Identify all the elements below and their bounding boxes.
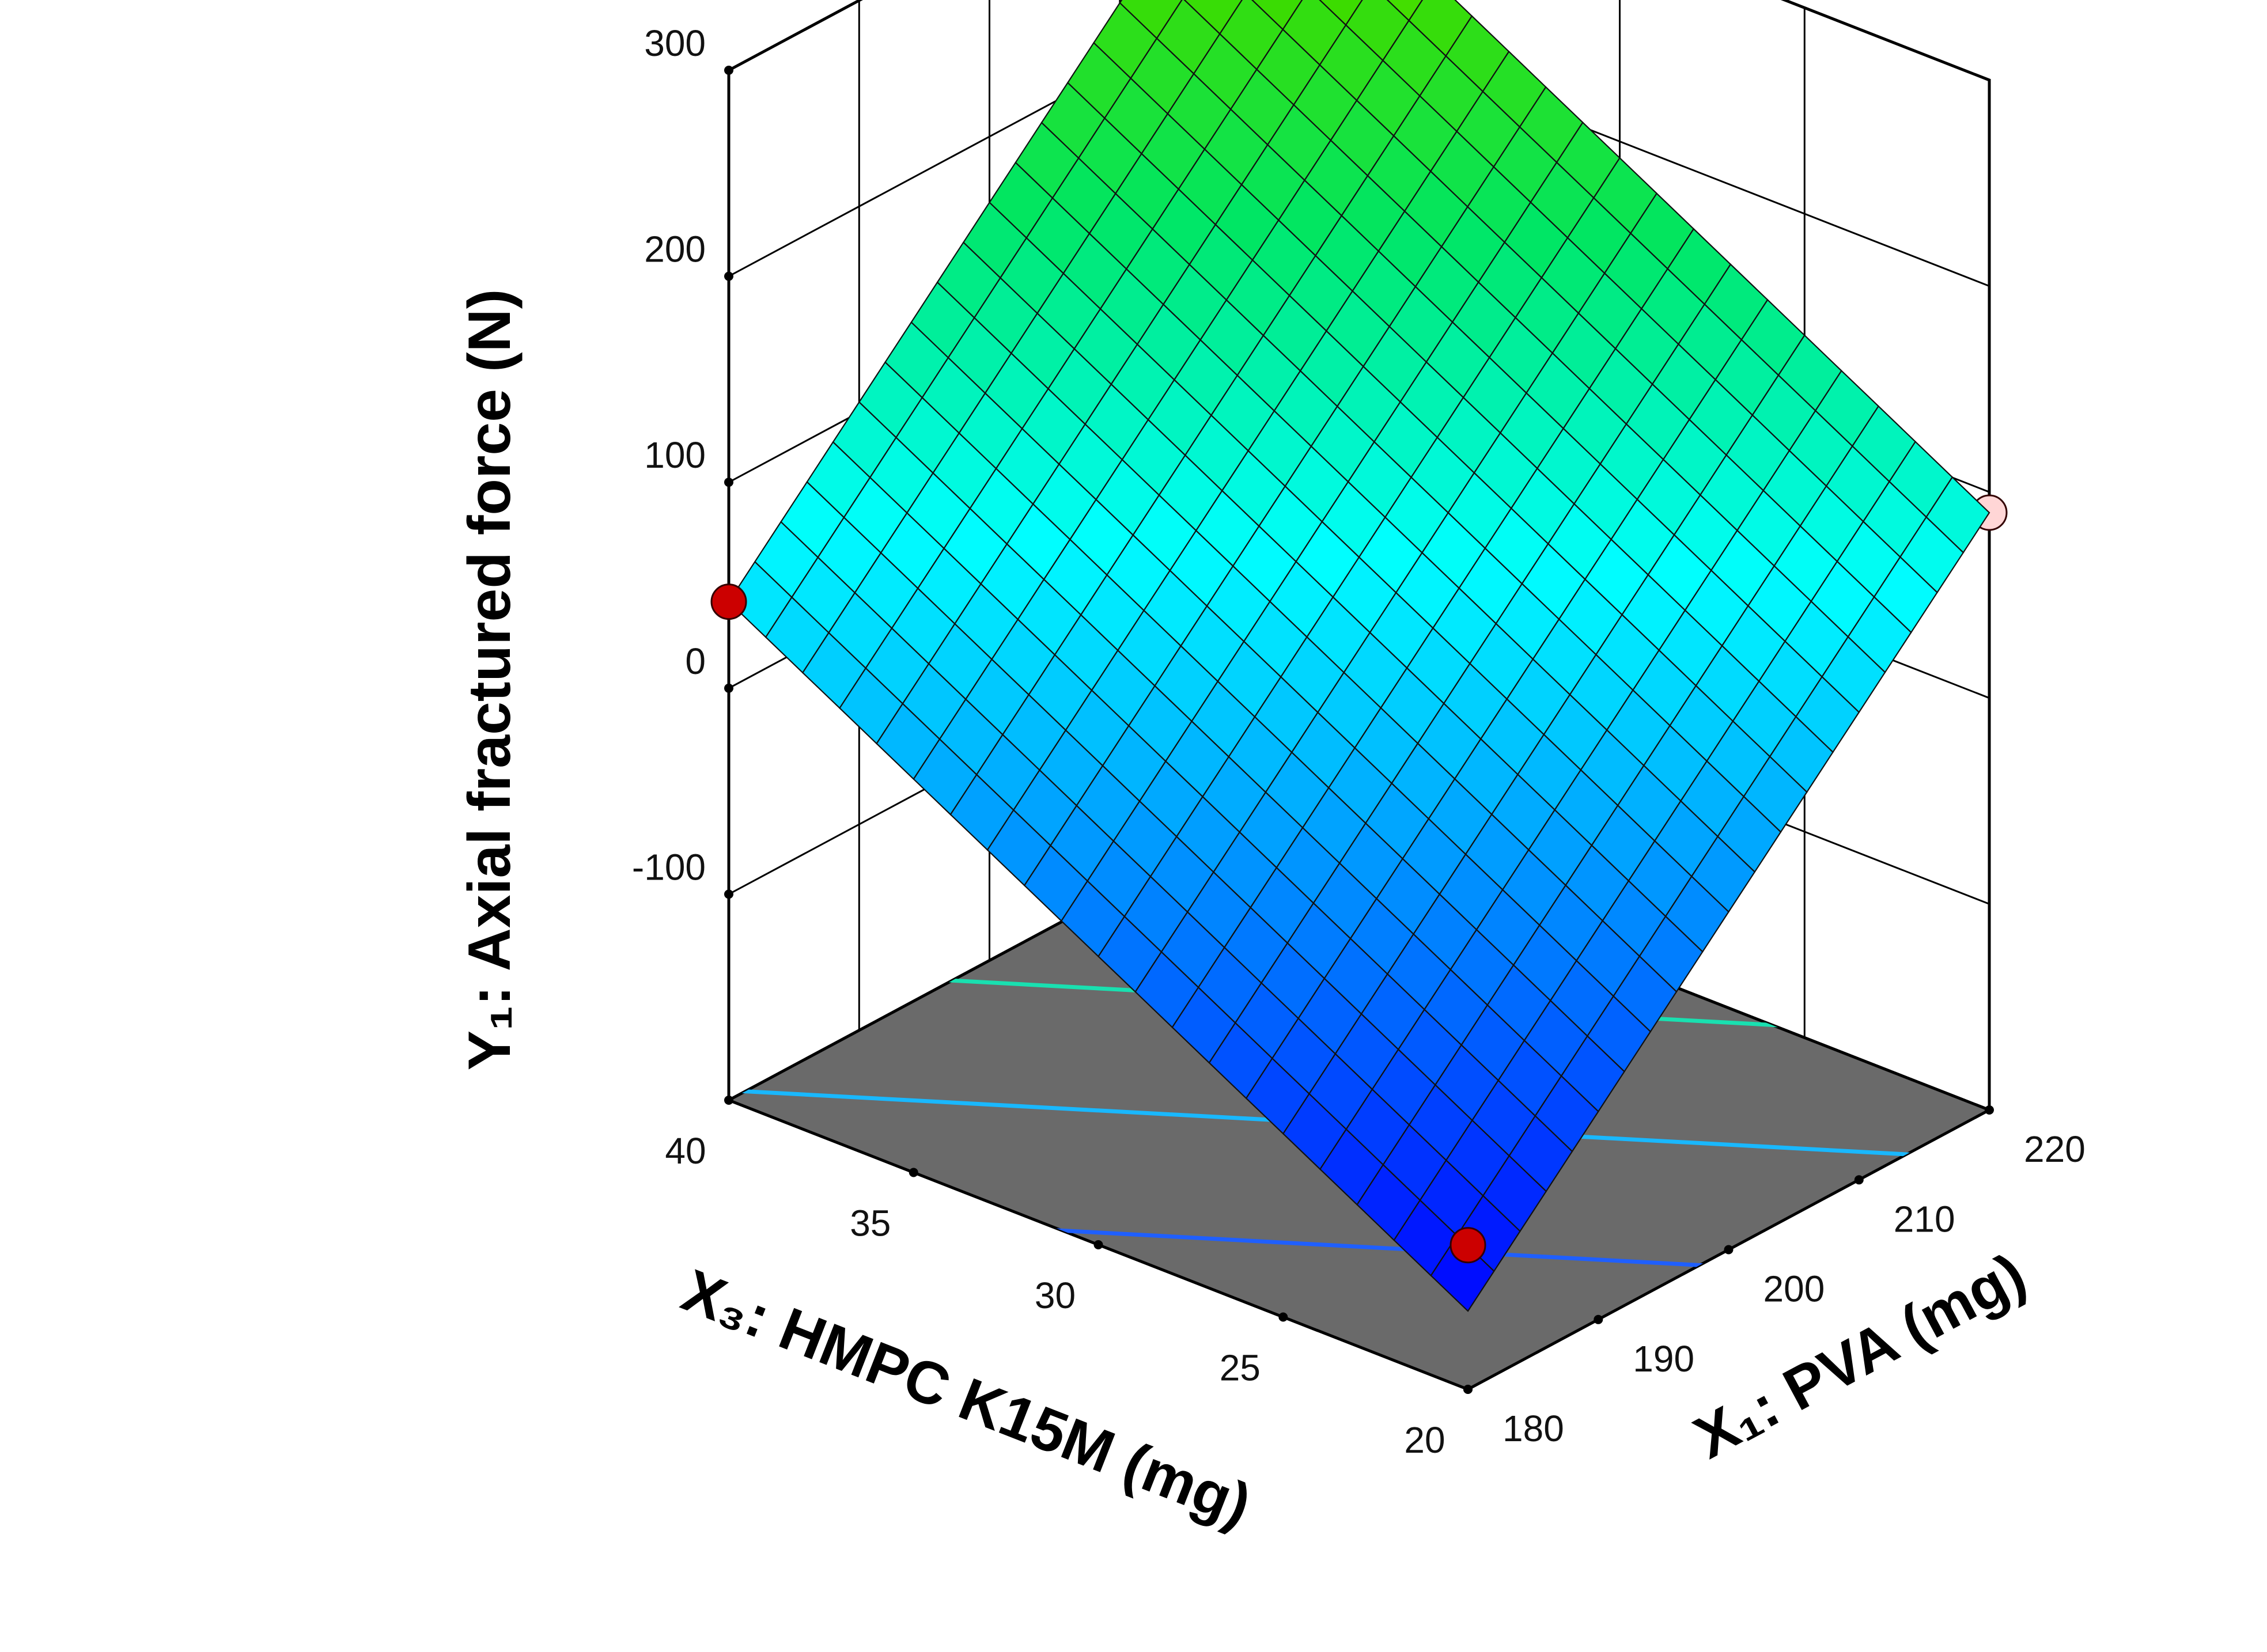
y-tick-mark-2 <box>724 478 733 487</box>
x3-tick-label-0: 20 <box>1404 1419 1445 1461</box>
x1-tick-mark-4 <box>1985 1105 1994 1115</box>
x1-tick-mark-0 <box>1463 1385 1473 1394</box>
x3-tick-label-3: 35 <box>850 1203 891 1244</box>
x3-tick-mark-1 <box>1278 1312 1288 1322</box>
x1-tick-label-0: 180 <box>1502 1408 1564 1449</box>
y-tick-label-4: 300 <box>644 22 706 64</box>
y-tick-mark-3 <box>724 271 733 281</box>
y-tick-mark-1 <box>724 683 733 693</box>
tick-marks-and-labels: -100 0 100 200 300 20 25 30 35 40 180 190 200 210 220 <box>632 22 2086 1461</box>
x1-tick-label-3: 210 <box>1894 1198 1955 1240</box>
design-point-0 <box>1449 1227 1486 1264</box>
x1-tick-label-4: 220 <box>2024 1128 2086 1170</box>
y-tick-label-0: -100 <box>632 846 706 888</box>
x1-tick-mark-2 <box>1724 1245 1734 1255</box>
x1-tick-label-1: 190 <box>1633 1338 1694 1380</box>
x1-tick-mark-3 <box>1854 1175 1864 1185</box>
response-surface <box>728 0 1990 1312</box>
y-axis-title: Y₁: Axial fractured force (N) <box>456 289 523 1071</box>
y-tick-label-2: 100 <box>644 434 706 476</box>
grid-line-y-3 <box>728 0 1990 287</box>
x3-tick-label-4: 40 <box>665 1130 706 1172</box>
x3-axis-title: X₃: HMPC K15M (mg) <box>673 1257 1260 1539</box>
surface-cell <box>1386 0 1424 22</box>
x1-tick-mark-1 <box>1594 1314 1603 1324</box>
x3-tick-mark-4 <box>724 1096 733 1105</box>
design-point-1 <box>710 583 747 620</box>
x3-tick-label-1: 25 <box>1220 1347 1261 1389</box>
x1-tick-label-2: 200 <box>1763 1268 1825 1310</box>
design-points-above-surface <box>710 583 1486 1264</box>
y-tick-mark-4 <box>724 66 733 75</box>
y-tick-label-1: 0 <box>685 641 706 682</box>
x1-axis-title: X₁: PVA (mg) <box>1683 1241 2036 1472</box>
y-tick-mark-0 <box>724 889 733 899</box>
x3-tick-mark-3 <box>909 1168 918 1177</box>
y-tick-label-3: 200 <box>644 229 706 270</box>
x3-tick-mark-2 <box>1093 1240 1103 1249</box>
x3-tick-label-2: 30 <box>1035 1275 1076 1316</box>
